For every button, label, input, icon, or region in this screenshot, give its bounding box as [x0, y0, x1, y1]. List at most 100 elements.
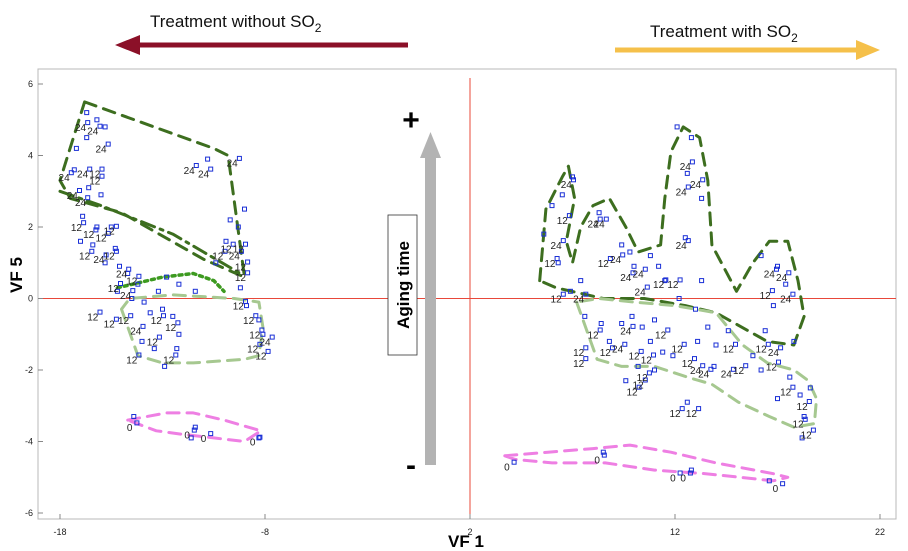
data-point-marker — [762, 328, 768, 334]
group-region-outline — [503, 443, 790, 483]
data-point-marker — [257, 434, 263, 440]
point-label: 24 — [620, 327, 632, 338]
data-point-marker — [700, 177, 706, 183]
data-point-marker — [243, 241, 248, 247]
point-label: 12 — [587, 330, 599, 341]
point-label: 24 — [676, 187, 688, 198]
point-label: 12 — [89, 177, 101, 188]
data-point-marker — [638, 348, 644, 354]
data-point-marker — [227, 217, 233, 223]
data-point-marker — [238, 248, 244, 254]
data-point-marker — [259, 327, 265, 333]
data-point-marker — [656, 263, 662, 269]
point-label: 0 — [504, 463, 510, 474]
data-point-marker — [99, 166, 105, 172]
group-region-outline — [58, 189, 242, 275]
data-point-marker — [652, 367, 657, 373]
point-label: 12 — [551, 295, 563, 306]
data-point-marker — [256, 435, 262, 441]
x-tick-label: 22 — [875, 527, 885, 537]
data-point-marker — [603, 216, 609, 222]
data-point-marker — [161, 313, 166, 319]
point-label: 24 — [594, 219, 606, 230]
data-point-marker — [652, 317, 657, 323]
data-point-marker — [730, 366, 736, 372]
data-point-marker — [193, 163, 199, 168]
data-point-marker — [629, 313, 635, 319]
point-label: 24 — [780, 295, 792, 306]
data-point-marker — [162, 363, 168, 369]
point-label: 24 — [184, 166, 196, 177]
data-point-marker — [188, 435, 194, 441]
point-label: 24 — [768, 348, 780, 359]
data-point-marker — [780, 481, 786, 487]
data-point-marker — [802, 416, 808, 422]
data-point-marker — [682, 235, 688, 241]
data-point-marker — [733, 341, 738, 347]
data-point-marker — [583, 345, 589, 351]
point-label: 12 — [83, 230, 95, 241]
aging-label-box — [387, 214, 418, 356]
data-point-marker — [98, 192, 104, 198]
data-point-marker — [699, 195, 705, 201]
point-label: 12 — [686, 409, 698, 420]
data-point-marker — [170, 313, 176, 319]
data-point-marker — [265, 348, 271, 354]
data-point-marker — [160, 306, 165, 312]
point-label: 12 — [756, 345, 768, 356]
data-point-marker — [601, 452, 607, 458]
data-point-marker — [708, 366, 714, 372]
data-point-marker — [117, 263, 122, 269]
point-label: 12 — [151, 316, 163, 327]
point-label: 12 — [233, 302, 245, 313]
point-label: 12 — [557, 216, 569, 227]
data-point-marker — [164, 274, 170, 280]
data-point-marker — [213, 260, 219, 266]
data-point-marker — [713, 342, 719, 348]
data-point-marker — [90, 242, 96, 248]
data-point-marker — [147, 310, 153, 316]
data-point-marker — [674, 124, 680, 130]
point-label: 12 — [780, 387, 792, 398]
point-label: 12 — [255, 352, 267, 363]
data-point-marker — [797, 392, 803, 398]
data-point-marker — [597, 327, 603, 333]
data-point-marker — [758, 367, 764, 373]
data-point-marker — [600, 449, 606, 455]
data-point-marker — [567, 288, 573, 294]
point-label: 0 — [201, 434, 207, 445]
point-label: 12 — [723, 345, 735, 356]
data-point-marker — [156, 334, 162, 340]
axis-ticks: -18 -8 2 12 22 6 4 2 0 -2 -4 -6 — [25, 79, 885, 537]
data-point-marker — [245, 270, 251, 276]
point-label: 24 — [776, 273, 788, 284]
y-tick-label: 0 — [28, 294, 33, 304]
point-label: 12 — [628, 352, 640, 363]
data-point-marker — [787, 374, 793, 380]
header-right-label: Treatment with SO2 — [650, 22, 798, 45]
data-point-marker — [549, 203, 555, 209]
data-point-marker — [685, 238, 691, 244]
data-point-marker — [140, 323, 146, 329]
data-point-marker — [237, 285, 243, 291]
point-label: 24 — [690, 366, 702, 377]
data-point-marker — [665, 327, 671, 333]
y-axis-title: VF 5 — [7, 257, 26, 293]
group-regions — [58, 100, 818, 483]
data-point-marker — [570, 174, 575, 180]
data-point-marker — [778, 345, 784, 351]
data-point-marker — [223, 238, 229, 244]
data-point-marker — [102, 124, 108, 130]
data-point-marker — [113, 316, 119, 322]
data-point-marker — [114, 288, 120, 294]
data-point-marker — [94, 224, 100, 230]
point-label: 12 — [118, 316, 130, 327]
data-point-marker — [776, 359, 781, 365]
header-right: Treatment with SO2 — [615, 22, 880, 60]
point-label: 12 — [165, 323, 177, 334]
data-point-marker — [113, 248, 119, 254]
data-point-marker — [566, 213, 572, 219]
data-point-marker — [775, 396, 780, 402]
data-point-marker — [80, 213, 86, 219]
point-label: 12 — [600, 348, 612, 359]
